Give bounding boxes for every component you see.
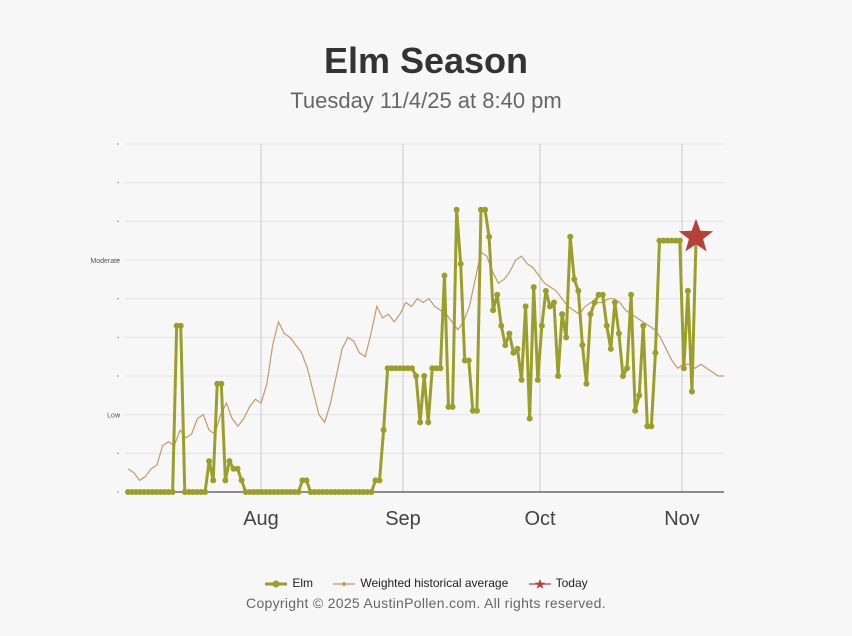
legend-average-swatch [333,581,356,586]
x-tick-label: Nov [664,508,700,530]
elm-data-point [494,291,501,298]
elm-data-point [295,489,302,495]
legend-item-today[interactable]: Today [528,576,588,590]
elm-data-point [599,291,606,298]
elm-data-point [640,322,647,329]
elm-data-point [177,322,184,329]
elm-data-point [567,233,574,240]
elm-data-point [473,407,480,414]
today-star-marker [678,218,714,252]
elm-data-point [202,489,209,495]
x-tick-label: Sep [385,508,421,530]
elm-data-point [368,489,375,495]
elm-data-point [465,357,472,364]
elm-data-point [534,376,541,383]
elm-data-point [603,322,610,329]
elm-data-point [632,407,639,414]
y-tick-label: Moderate [90,258,120,265]
elm-data-point [303,477,310,484]
elm-data-point [636,392,643,399]
elm-data-point [555,373,562,379]
elm-data-point [684,287,691,294]
copyright-text: Copyright © 2025 AustinPollen.com. All r… [246,595,606,611]
elm-data-point [490,307,497,314]
elm-data-point [506,330,513,337]
elm-data-point [457,260,464,267]
legend-label-elm: Elm [292,575,314,590]
elm-data-point [437,365,444,372]
elm-data-point [380,427,387,434]
elm-data-point [688,388,695,395]
elm-data-point [425,419,432,426]
elm-data-point [421,373,428,379]
elm-data-point [563,334,570,341]
elm-data-point [538,322,545,329]
elm-data-point [587,311,594,318]
legend-label-average: Weighted historical average [360,575,509,590]
elm-data-point [579,342,586,349]
legend-label-today: Today [555,575,588,590]
elm-data-point [413,373,420,379]
elm-data-point [680,365,687,372]
pollen-chart: Low Moderate Aug Sep Oct Nov [90,143,724,530]
elm-data-point [615,330,622,337]
elm-data-point [376,477,383,484]
elm-data-point [218,380,225,387]
elm-data-point [607,345,614,352]
elm-data-point [502,342,509,349]
series-line-average [127,251,724,482]
elm-data-point [628,291,635,298]
elm-data-point [648,423,655,430]
legend-today-swatch [528,578,551,589]
elm-data-point [619,373,626,379]
elm-data-point [510,349,517,356]
elm-data-point [453,206,460,213]
elm-data-point [234,465,241,472]
elm-data-point [449,403,456,410]
chart-legend: Elm Weighted historical average Today [0,575,852,590]
elm-data-point [482,206,489,213]
elm-data-point [226,458,233,465]
elm-data-point [611,299,618,306]
elm-data-point [486,233,493,240]
elm-data-point [559,311,566,318]
elm-data-point [498,322,505,329]
elm-data-point [518,376,525,383]
elm-data-point [522,303,529,310]
elm-data-point [676,237,683,244]
elm-data-point [238,477,245,484]
elm-data-point [409,365,415,372]
elm-data-point [530,284,537,291]
legend-elm-swatch [265,580,288,588]
elm-data-point [583,380,590,387]
elm-data-point [169,489,176,495]
x-tick-label: Aug [243,508,279,530]
elm-data-point [526,415,533,422]
elm-data-point [546,303,553,310]
elm-data-point [222,477,229,484]
legend-item-average[interactable]: Weighted historical average [332,576,508,590]
elm-data-point [542,287,549,294]
elm-data-point [571,276,578,283]
elm-data-point [624,365,631,372]
y-tick-label: Low [107,413,121,420]
elm-data-point [206,458,213,465]
chart-subtitle: Tuesday 11/4/25 at 8:40 pm [290,88,562,113]
legend-item-elm[interactable]: Elm [264,576,313,590]
elm-data-point [551,299,557,306]
elm-data-point [652,349,659,356]
elm-data-point [514,345,521,352]
x-tick-label: Oct [524,508,556,530]
elm-data-point [417,419,424,426]
elm-data-point [441,272,448,279]
chart-title: Elm Season [323,40,529,81]
elm-data-point [210,477,217,484]
elm-data-point [591,299,598,306]
elm-data-point [575,287,582,294]
